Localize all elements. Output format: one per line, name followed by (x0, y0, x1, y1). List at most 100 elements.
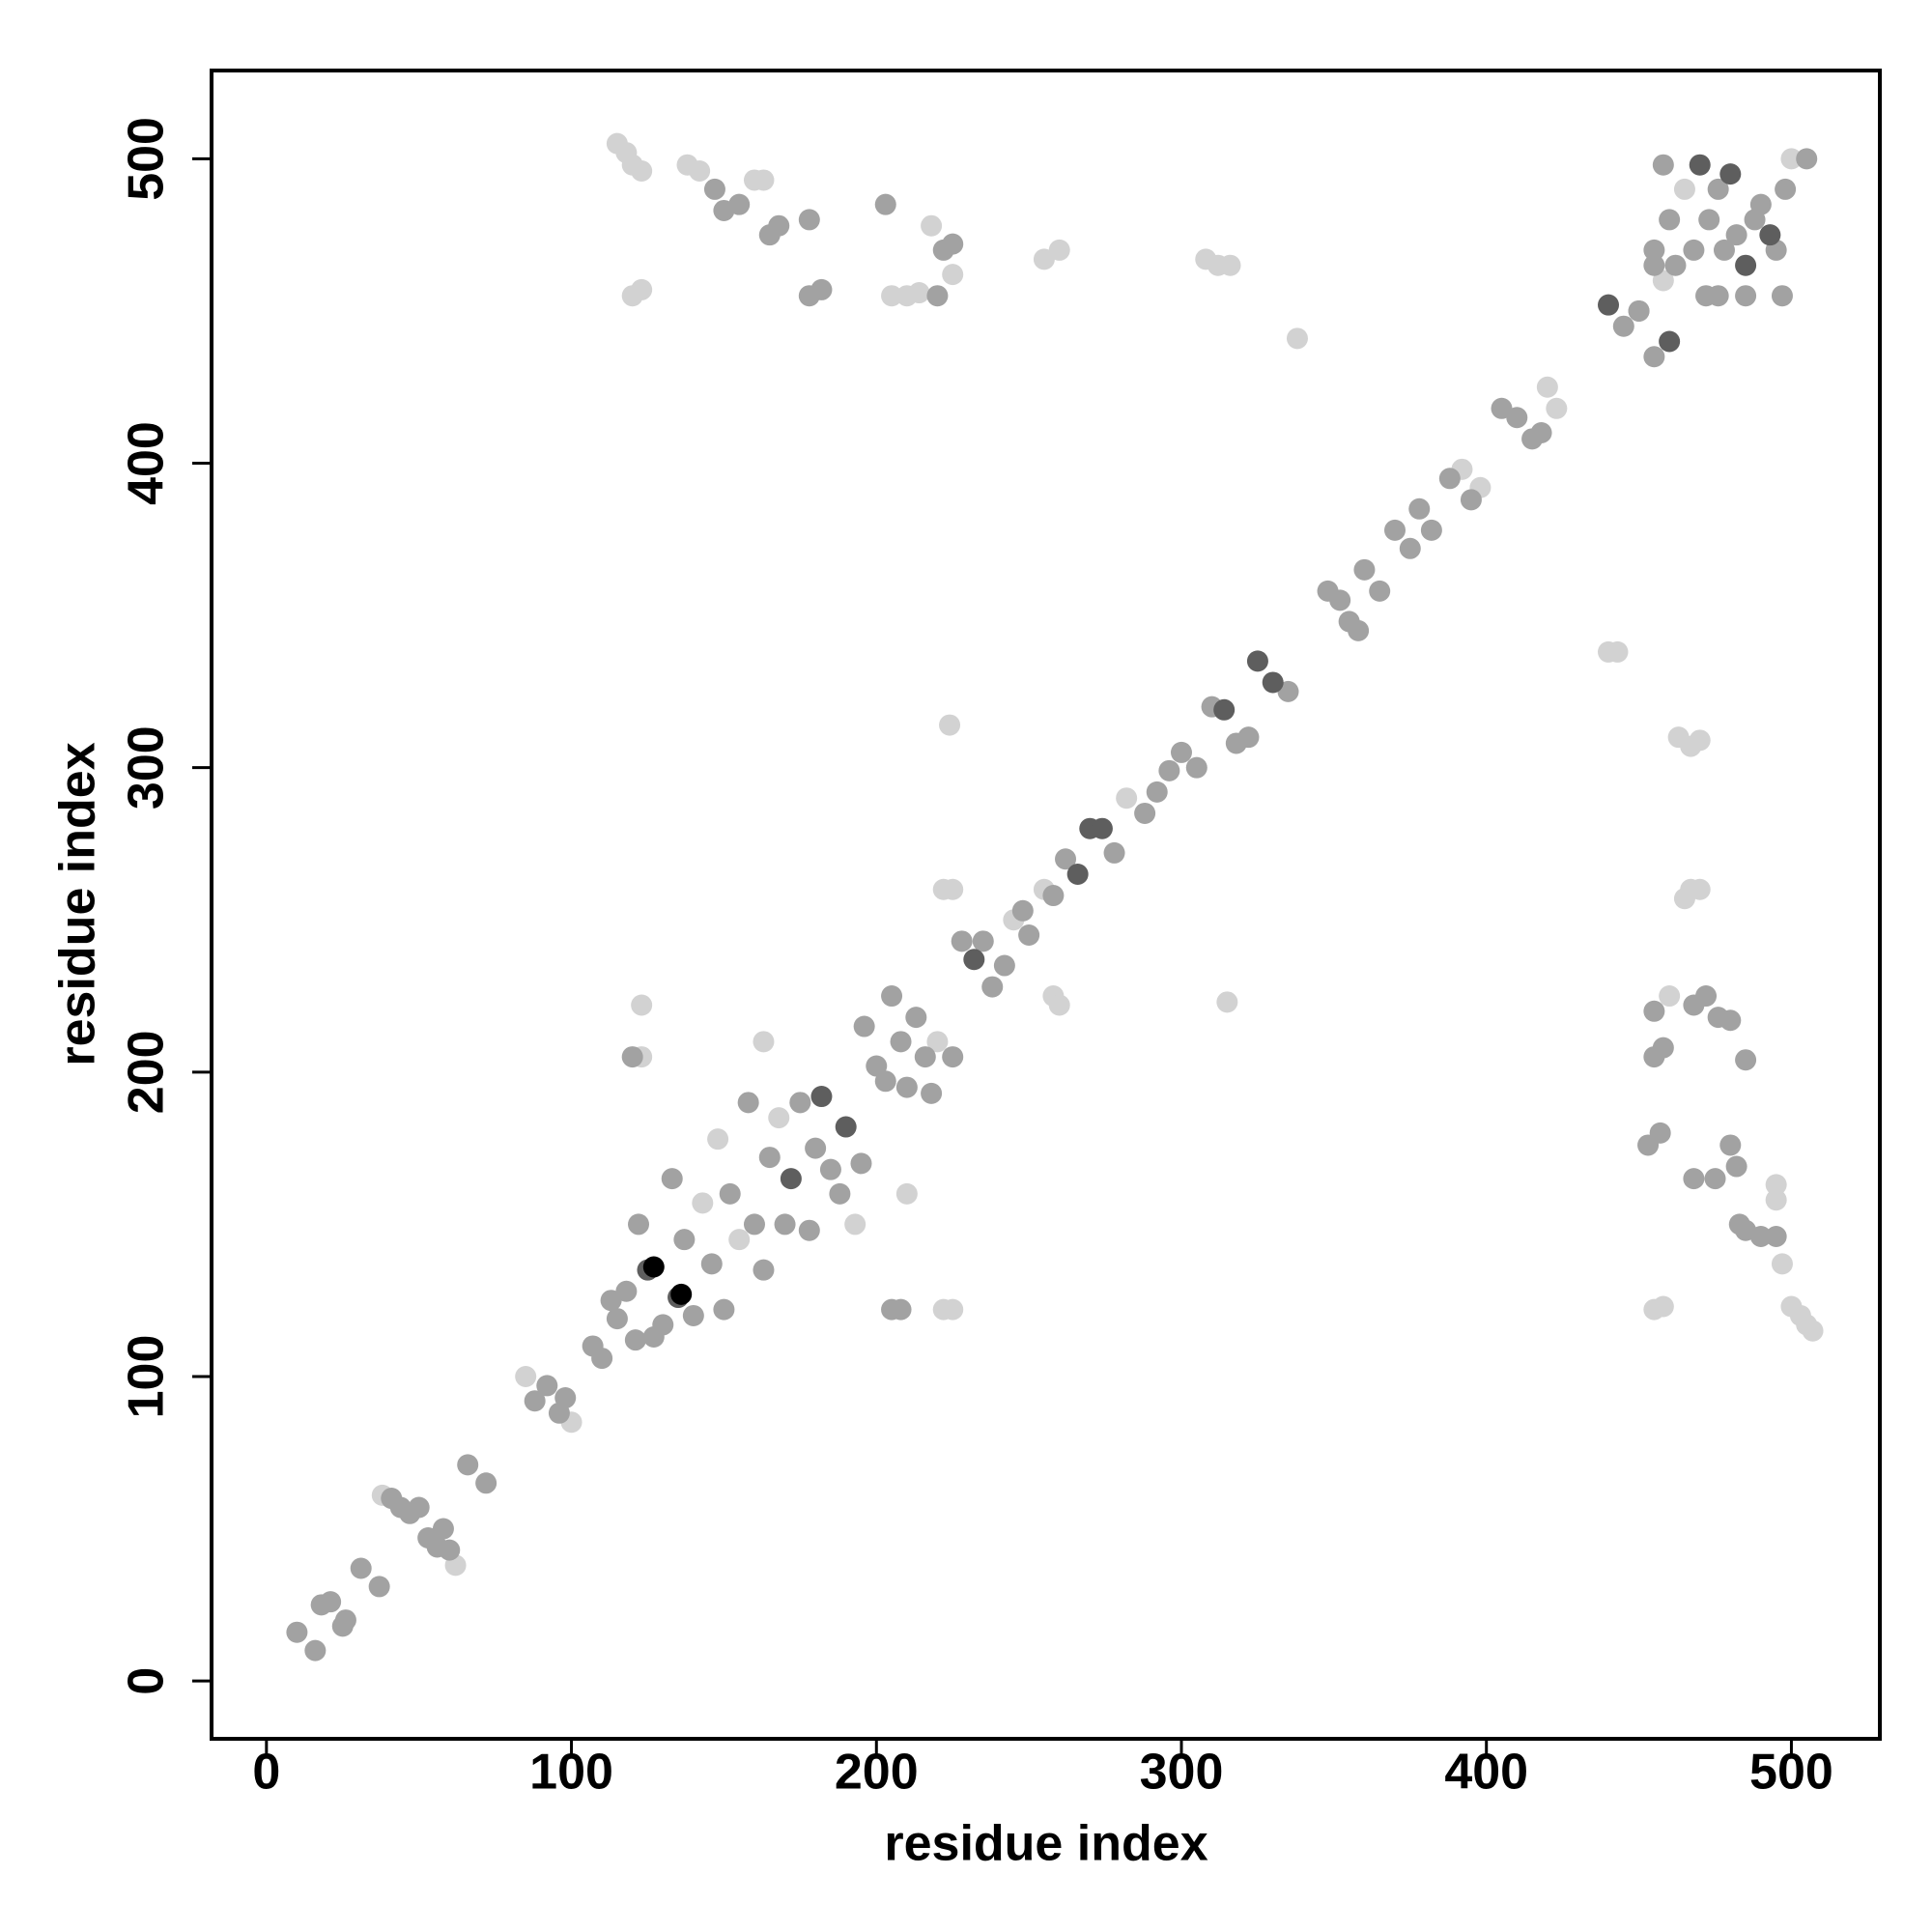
point (692, 1192, 714, 1214)
point (1530, 422, 1552, 444)
point (1042, 885, 1065, 907)
point (1713, 239, 1735, 261)
point (320, 1591, 342, 1613)
point (753, 1259, 775, 1281)
point (853, 1015, 875, 1037)
point (673, 1229, 696, 1251)
point (1704, 1168, 1726, 1190)
point (600, 1290, 622, 1312)
point (789, 1092, 811, 1114)
point (932, 878, 954, 900)
point (1719, 1134, 1742, 1156)
point (1664, 254, 1687, 276)
point (1598, 294, 1620, 316)
point (670, 1283, 693, 1305)
point (753, 169, 775, 191)
point (515, 1365, 537, 1387)
point (631, 159, 653, 182)
point (881, 285, 903, 307)
point (1219, 254, 1241, 276)
point (1725, 1155, 1747, 1178)
point (942, 233, 964, 255)
point (1725, 224, 1747, 246)
point (728, 193, 751, 215)
point (1286, 327, 1308, 350)
point (1695, 985, 1718, 1008)
point (1649, 1122, 1671, 1144)
point (1213, 698, 1236, 721)
point (1146, 781, 1168, 803)
point (1765, 1174, 1787, 1196)
point (631, 994, 653, 1016)
point (798, 209, 820, 231)
point (1689, 878, 1711, 900)
point (1612, 315, 1634, 337)
point (432, 1518, 454, 1540)
point (1420, 519, 1442, 541)
point (1399, 537, 1421, 559)
point (908, 282, 930, 304)
x-tick-label: 100 (529, 1745, 613, 1801)
point (1796, 148, 1818, 170)
point (993, 954, 1015, 977)
point (1683, 239, 1705, 261)
point (1749, 193, 1772, 215)
point (1048, 994, 1070, 1016)
point (1536, 376, 1558, 398)
point (1652, 154, 1674, 176)
point (1246, 650, 1268, 672)
point (475, 1472, 497, 1494)
plot-frame (210, 69, 1882, 1741)
x-axis-title: residue index (884, 1816, 1208, 1872)
point (591, 1348, 613, 1370)
point (1759, 224, 1781, 246)
point (1011, 899, 1034, 922)
point (1707, 178, 1729, 200)
y-axis-title: residue index (50, 742, 106, 1065)
point (829, 1182, 851, 1205)
point (689, 159, 711, 182)
point (1460, 489, 1482, 511)
point (914, 1046, 936, 1068)
point (774, 1213, 796, 1236)
point (642, 1256, 665, 1278)
point (1384, 519, 1406, 541)
point (1438, 468, 1461, 490)
point (286, 1621, 308, 1643)
point (334, 1609, 356, 1632)
point (1628, 299, 1650, 322)
y-tick-label: 200 (119, 1030, 175, 1114)
point (1765, 1226, 1787, 1248)
point (304, 1639, 327, 1662)
point (1735, 1049, 1757, 1071)
point (1066, 863, 1089, 885)
point (1775, 178, 1797, 200)
point (700, 1253, 723, 1275)
point (1765, 1189, 1787, 1211)
point (1103, 841, 1125, 864)
point (457, 1454, 479, 1476)
point (1659, 209, 1681, 231)
point (439, 1539, 461, 1561)
point (1698, 209, 1720, 231)
point (743, 1213, 765, 1236)
point (1262, 671, 1284, 694)
point (810, 1086, 833, 1108)
point (1643, 254, 1665, 276)
point (810, 278, 833, 300)
point (1689, 729, 1711, 752)
point (606, 1308, 628, 1330)
point (719, 1182, 741, 1205)
point (850, 1152, 872, 1175)
point (768, 214, 790, 237)
point (881, 985, 903, 1008)
point (1643, 239, 1665, 261)
point (615, 1280, 638, 1302)
point (1719, 163, 1742, 185)
point (1018, 924, 1040, 947)
point (624, 1329, 646, 1351)
y-tick-label: 300 (119, 725, 175, 810)
point (1506, 407, 1528, 429)
point (963, 949, 985, 971)
